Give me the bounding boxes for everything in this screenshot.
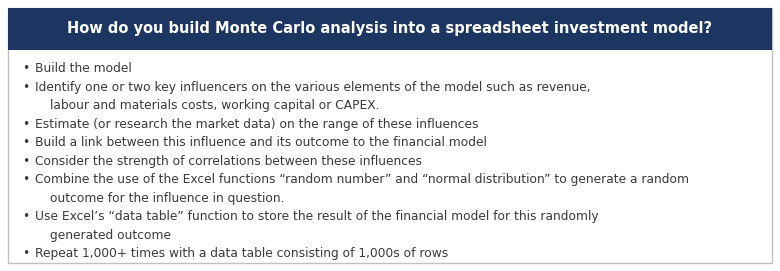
Text: Build the model: Build the model <box>35 62 132 75</box>
Text: •: • <box>22 247 30 260</box>
Text: outcome for the influence in question.: outcome for the influence in question. <box>50 192 285 205</box>
Text: Estimate (or research the market data) on the range of these influences: Estimate (or research the market data) o… <box>35 118 478 131</box>
Bar <box>8 8 772 50</box>
Text: •: • <box>22 210 30 223</box>
Text: Combine the use of the Excel functions “random number” and “normal distribution”: Combine the use of the Excel functions “… <box>35 173 689 186</box>
Text: •: • <box>22 154 30 167</box>
Text: •: • <box>22 173 30 186</box>
Text: Consider the strength of correlations between these influences: Consider the strength of correlations be… <box>35 154 422 167</box>
Text: How do you build Monte Carlo analysis into a spreadsheet investment model?: How do you build Monte Carlo analysis in… <box>67 21 713 37</box>
Text: •: • <box>22 80 30 93</box>
Text: •: • <box>22 136 30 149</box>
Text: generated outcome: generated outcome <box>50 228 171 241</box>
Text: Repeat 1,000+ times with a data table consisting of 1,000s of rows: Repeat 1,000+ times with a data table co… <box>35 247 448 260</box>
Text: labour and materials costs, working capital or CAPEX.: labour and materials costs, working capi… <box>50 99 380 112</box>
Text: Build a link between this influence and its outcome to the financial model: Build a link between this influence and … <box>35 136 487 149</box>
Text: •: • <box>22 62 30 75</box>
Text: •: • <box>22 118 30 131</box>
Text: Use Excel’s “data table” function to store the result of the financial model for: Use Excel’s “data table” function to sto… <box>35 210 598 223</box>
Text: Identify one or two key influencers on the various elements of the model such as: Identify one or two key influencers on t… <box>35 80 590 93</box>
